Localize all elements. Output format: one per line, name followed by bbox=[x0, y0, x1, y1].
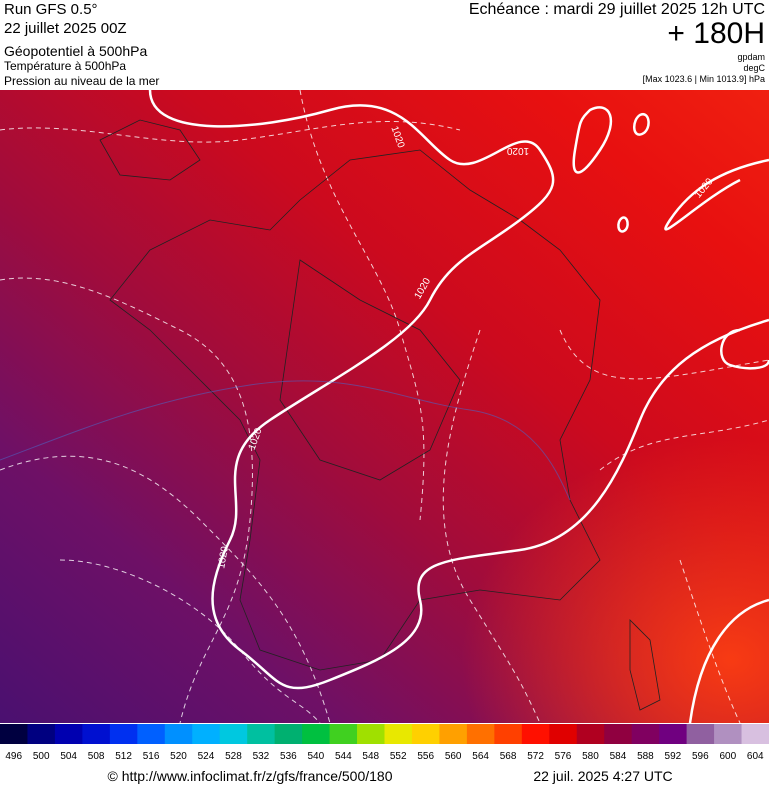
isobars bbox=[148, 89, 769, 724]
colorbar-swatch bbox=[357, 724, 385, 744]
colorbar-label: 528 bbox=[225, 751, 242, 762]
subtitle: Pression au niveau de la mer bbox=[4, 74, 159, 88]
temperature-contours bbox=[0, 89, 769, 724]
colorbar-swatch bbox=[521, 724, 550, 744]
colorbar-label: 556 bbox=[417, 751, 434, 762]
unit: degC bbox=[743, 63, 765, 73]
colorbar-label: 552 bbox=[390, 751, 407, 762]
map-warm-area bbox=[0, 90, 769, 723]
colorbar-swatch bbox=[247, 724, 276, 744]
colorbar-swatch bbox=[411, 724, 440, 744]
colorbar-label: 592 bbox=[665, 751, 682, 762]
colorbar-swatch bbox=[549, 724, 578, 744]
colorbar-swatch bbox=[274, 724, 303, 744]
echeance: Echéance : mardi 29 juillet 2025 12h UTC bbox=[469, 1, 765, 18]
subtitle: Température à 500hPa bbox=[4, 59, 126, 73]
colorbar-swatch bbox=[302, 724, 331, 744]
colorbar-swatch bbox=[329, 724, 358, 744]
colorbar-label: 580 bbox=[582, 751, 599, 762]
colorbar-swatch bbox=[741, 724, 769, 744]
colorbar-label: 548 bbox=[362, 751, 379, 762]
isobar-label: 1020 bbox=[506, 145, 529, 156]
colorbar-label: 596 bbox=[692, 751, 709, 762]
colorbar-swatch bbox=[494, 724, 523, 744]
colorbar-swatch bbox=[164, 724, 193, 744]
colorbar-swatch bbox=[192, 724, 221, 744]
colorbar-swatch bbox=[54, 724, 83, 744]
run: Run GFS 0.5° bbox=[4, 1, 98, 18]
colorbar-swatch bbox=[384, 724, 413, 744]
colorbar-swatch bbox=[686, 724, 715, 744]
lead-time: + 180H bbox=[667, 17, 765, 50]
colorbar: 496 500 504 508 512 516 520 524 528 532 536 540 544 5… bbox=[0, 724, 769, 762]
colorbar-label: 512 bbox=[115, 751, 132, 762]
colorbar-swatch bbox=[82, 724, 111, 744]
colorbar-swatch bbox=[219, 724, 248, 744]
colorbar-label: 584 bbox=[610, 751, 627, 762]
title: Géopotentiel à 500hPa bbox=[4, 43, 147, 59]
colorbar-label: 568 bbox=[500, 751, 517, 762]
range: [Max 1023.6 | Min 1013.9] hPa bbox=[643, 74, 765, 84]
colorbar-swatch bbox=[576, 724, 605, 744]
isobar-label: 1020 bbox=[216, 545, 231, 569]
colorbar-label: 540 bbox=[307, 751, 324, 762]
footer-timestamp: 22 juil. 2025 4:27 UTC bbox=[533, 768, 672, 784]
colorbar-swatch bbox=[27, 724, 56, 744]
colorbar-label: 576 bbox=[555, 751, 572, 762]
colorbar-swatch bbox=[604, 724, 633, 744]
colorbar-label: 508 bbox=[88, 751, 105, 762]
footer-url: © http://www.infoclimat.fr/z/gfs/france/… bbox=[108, 768, 393, 784]
colorbar-label: 524 bbox=[198, 751, 215, 762]
colorbar-label: 520 bbox=[170, 751, 187, 762]
colorbar-swatch bbox=[659, 724, 688, 744]
thin-isobar bbox=[0, 380, 571, 501]
run-date: 22 juillet 2025 00Z bbox=[4, 20, 127, 37]
colorbar-label: 564 bbox=[472, 751, 489, 762]
colorbar-swatch bbox=[439, 724, 468, 744]
colorbar-label: 504 bbox=[60, 751, 77, 762]
unit: gpdam bbox=[737, 52, 765, 62]
colorbar-label: 532 bbox=[253, 751, 270, 762]
colorbar-label: 544 bbox=[335, 751, 352, 762]
colorbar-swatch bbox=[137, 724, 166, 744]
colorbar-label: 588 bbox=[637, 751, 654, 762]
colorbar-label: 500 bbox=[33, 751, 50, 762]
colorbar-label: 560 bbox=[445, 751, 462, 762]
colorbar-swatch bbox=[631, 724, 660, 744]
colorbar-label: 496 bbox=[5, 751, 22, 762]
colorbar-label: 572 bbox=[527, 751, 544, 762]
colorbar-label: 600 bbox=[719, 751, 736, 762]
colorbar-swatch bbox=[0, 724, 28, 744]
colorbar-swatch bbox=[714, 724, 743, 744]
colorbar-swatch bbox=[109, 724, 138, 744]
colorbar-label: 516 bbox=[143, 751, 160, 762]
colorbar-swatch bbox=[466, 724, 495, 744]
colorbar-label: 536 bbox=[280, 751, 297, 762]
borders bbox=[99, 119, 661, 711]
colorbar-label: 604 bbox=[747, 751, 764, 762]
